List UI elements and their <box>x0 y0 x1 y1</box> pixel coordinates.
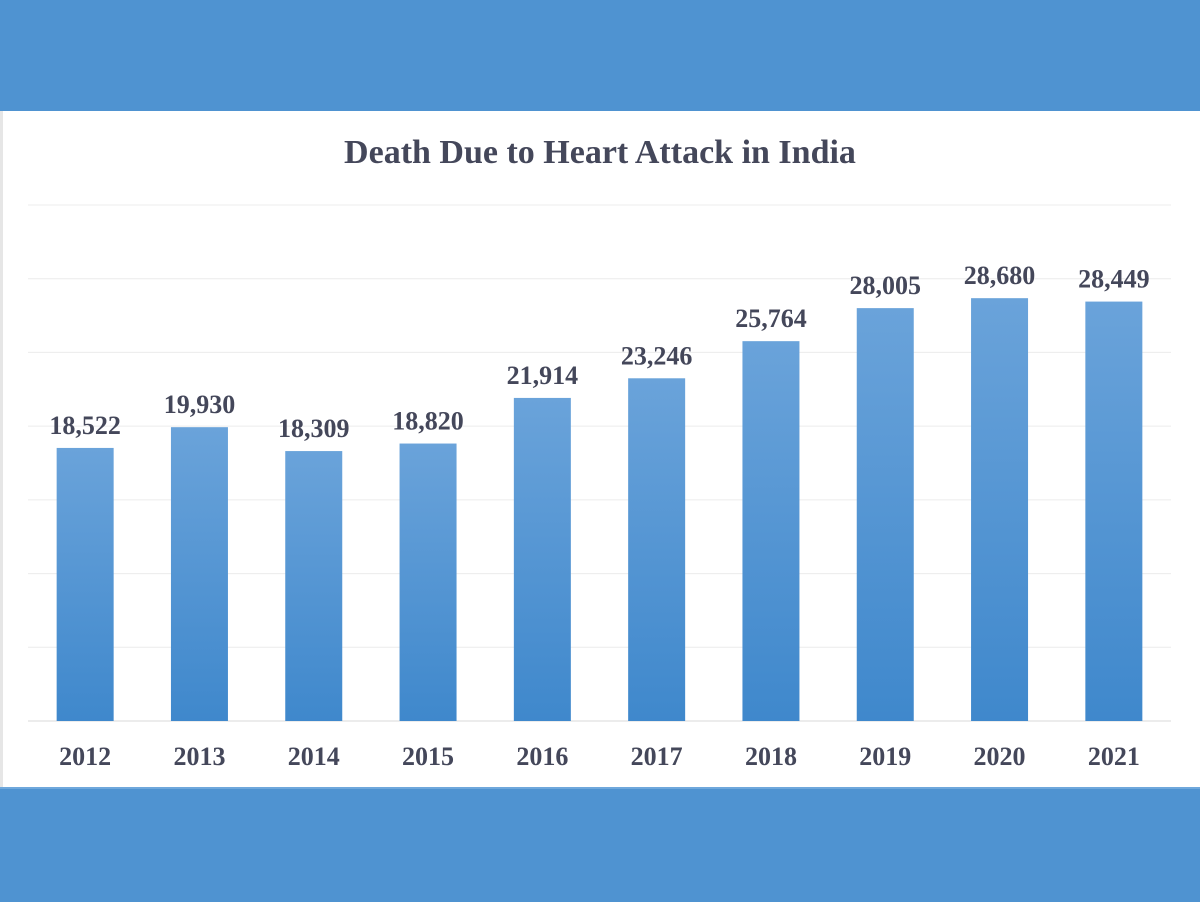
value-label: 28,680 <box>964 261 1036 290</box>
value-label: 19,930 <box>164 390 236 419</box>
bar-2020 <box>971 298 1029 721</box>
bar-2012 <box>56 447 114 721</box>
x-tick-label: 2017 <box>631 742 683 771</box>
value-label: 18,522 <box>49 411 121 440</box>
x-tick-label: 2016 <box>516 742 568 771</box>
value-label: 18,309 <box>278 414 350 443</box>
x-tick-label: 2018 <box>745 742 797 771</box>
bar-2014 <box>285 451 343 721</box>
bar-2016 <box>513 397 571 721</box>
x-tick-label: 2014 <box>288 742 340 771</box>
bar-2018 <box>742 341 800 721</box>
value-label: 23,246 <box>621 341 693 370</box>
x-tick-label: 2020 <box>974 742 1026 771</box>
value-label: 28,449 <box>1078 265 1150 294</box>
x-tick-label: 2021 <box>1088 742 1140 771</box>
value-label: 21,914 <box>507 361 579 390</box>
bottom-band <box>0 787 1200 902</box>
bar-2013 <box>170 427 228 721</box>
chart-title: Death Due to Heart Attack in India <box>344 134 856 171</box>
bar-2015 <box>399 443 457 721</box>
value-label: 28,005 <box>850 271 922 300</box>
x-tick-label: 2012 <box>59 742 111 771</box>
x-tick-label: 2019 <box>859 742 911 771</box>
value-label: 25,764 <box>735 304 807 333</box>
bar-2017 <box>628 378 686 721</box>
bar-2021 <box>1085 301 1143 721</box>
x-tick-label: 2015 <box>402 742 454 771</box>
bar-2019 <box>856 308 914 721</box>
x-tick-label: 2013 <box>173 742 225 771</box>
value-label: 18,820 <box>392 407 464 436</box>
